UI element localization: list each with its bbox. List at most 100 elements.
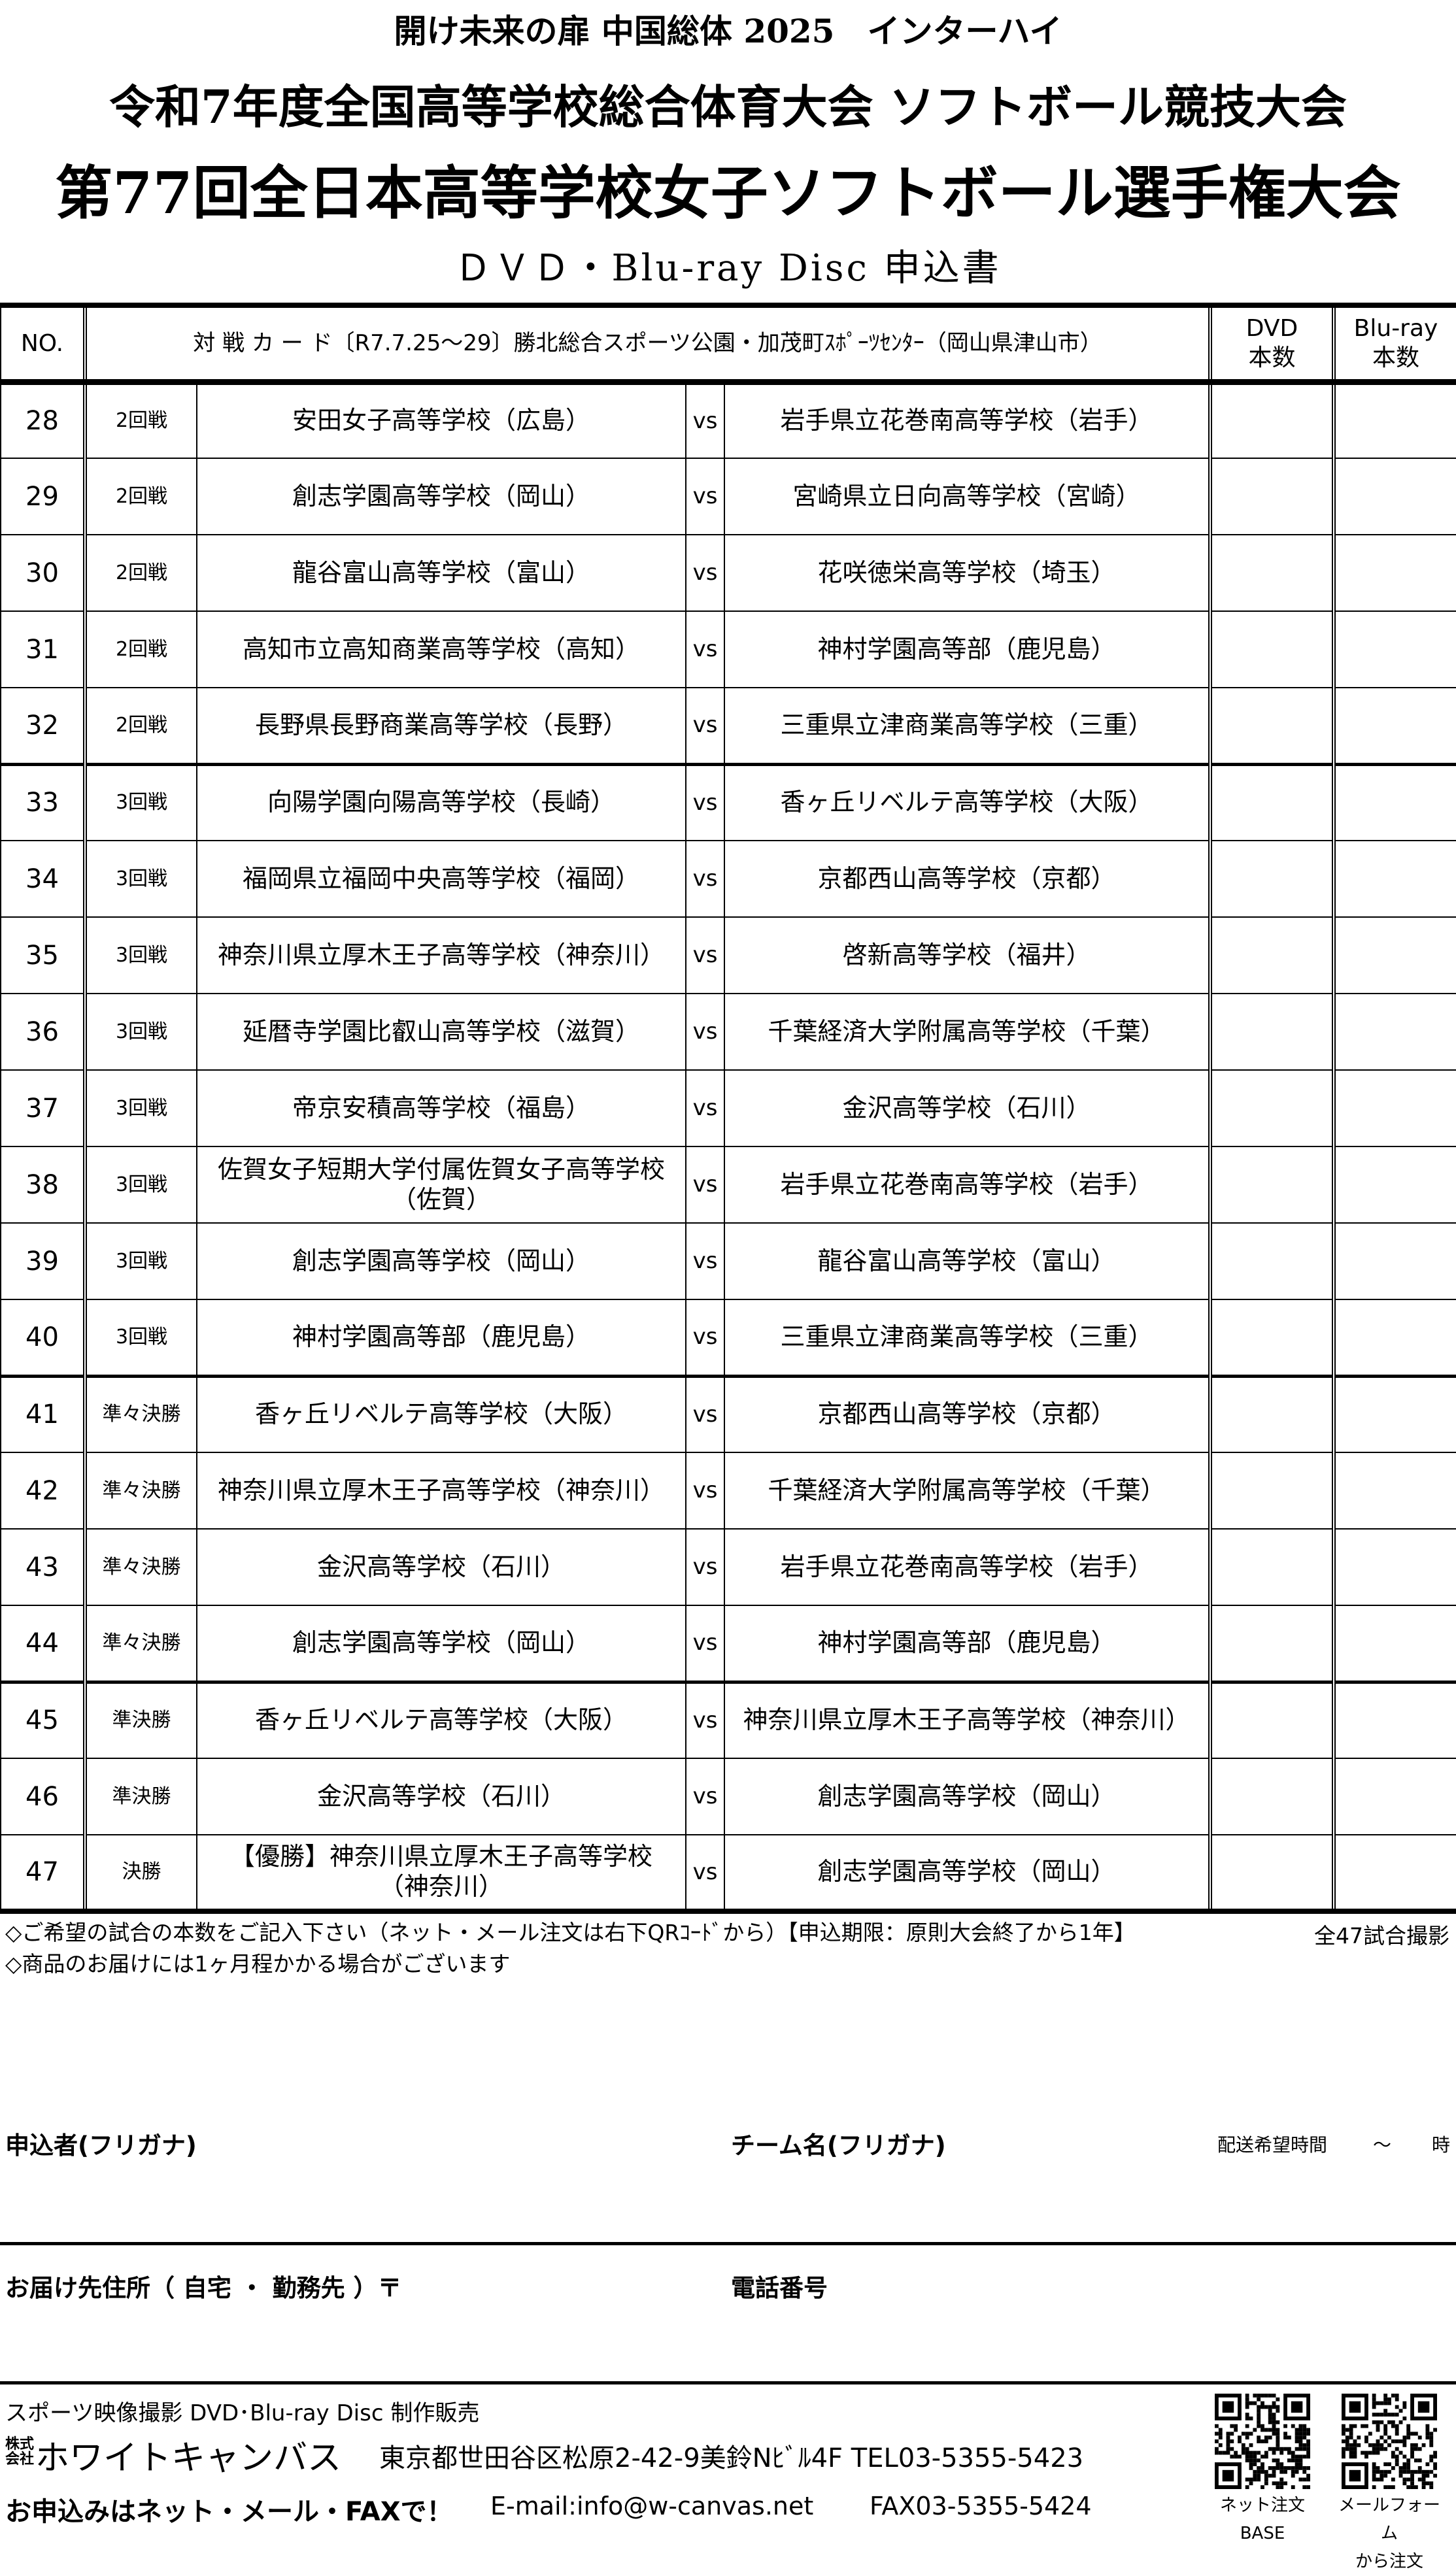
dvd-qty-field[interactable]	[1208, 534, 1335, 612]
dvd-qty-field[interactable]	[1208, 1452, 1335, 1530]
round-label: 準々決勝	[84, 1528, 197, 1606]
order-table: NO. 対 戦 カ ー ド〔R7.7.25～29〕勝北総合スポーツ公園・加茂町ｽ…	[0, 303, 1456, 1914]
bluray-qty-field[interactable]	[1332, 1299, 1456, 1378]
bluray-qty-field[interactable]	[1332, 534, 1456, 612]
bluray-qty-field[interactable]	[1332, 687, 1456, 766]
round-label: 準々決勝	[84, 1452, 197, 1530]
bluray-qty-field[interactable]	[1332, 840, 1456, 918]
championship-title: 第77回全日本高等学校女子ソフトボール選手権大会	[55, 159, 1401, 227]
dvd-qty-field[interactable]	[1208, 1681, 1335, 1759]
table-row: 46 準決勝 金沢高等学校（石川） vs 創志学園高等学校（岡山）	[0, 1758, 1456, 1835]
dvd-qty-field[interactable]	[1208, 840, 1335, 918]
table-row: 36 3回戦 延暦寺学園比叡山高等学校（滋賀） vs 千葉経済大学附属高等学校（千葉）	[0, 993, 1456, 1071]
dvd-qty-field[interactable]	[1208, 1834, 1335, 1912]
bluray-qty-field[interactable]	[1332, 763, 1456, 841]
match-number: 45	[0, 1681, 87, 1759]
team-1: 金沢高等学校（石川）	[196, 1758, 686, 1835]
dvd-qty-field[interactable]	[1208, 1069, 1335, 1147]
dvd-qty-field[interactable]	[1208, 916, 1335, 994]
team-1: 神奈川県立厚木王子高等学校（神奈川）	[196, 1452, 686, 1530]
dvd-qty-field[interactable]	[1208, 611, 1335, 688]
dvd-qty-field[interactable]	[1208, 1375, 1335, 1453]
round-label: 3回戦	[84, 763, 197, 841]
table-row: 37 3回戦 帝京安積高等学校（福島） vs 金沢高等学校（石川）	[0, 1069, 1456, 1147]
round-label: 3回戦	[84, 916, 197, 994]
vs-label: vs	[685, 1452, 725, 1530]
bluray-qty-field[interactable]	[1332, 1681, 1456, 1759]
match-number: 28	[0, 381, 87, 459]
dvd-qty-field[interactable]	[1208, 763, 1335, 841]
round-label: 準々決勝	[84, 1375, 197, 1453]
team-1: 【優勝】神奈川県立厚木王子高等学校 （神奈川）	[196, 1834, 686, 1912]
match-number: 34	[0, 840, 87, 918]
total-matches: 全47試合撮影	[1314, 1923, 1449, 1949]
phone-label: 電話番号	[731, 2274, 828, 2302]
dvd-qty-field[interactable]	[1208, 381, 1335, 459]
team-1: 神村学園高等部（鹿児島）	[196, 1299, 686, 1378]
bluray-qty-field[interactable]	[1332, 1375, 1456, 1453]
match-number: 30	[0, 534, 87, 612]
table-row: 38 3回戦 佐賀女子短期大学付属佐賀女子高等学校 （佐賀） vs 岩手県立花巻南高等学…	[0, 1146, 1456, 1224]
vs-label: vs	[685, 381, 725, 459]
team-2: 神村学園高等部（鹿児島）	[723, 1605, 1211, 1684]
qr-code-base[interactable]	[1215, 2394, 1310, 2489]
dvd-qty-field[interactable]	[1208, 1222, 1335, 1300]
match-number: 46	[0, 1758, 87, 1835]
round-label: 2回戦	[84, 381, 197, 459]
vs-label: vs	[685, 1758, 725, 1835]
round-label: 3回戦	[84, 840, 197, 918]
bluray-qty-field[interactable]	[1332, 993, 1456, 1071]
dvd-qty-field[interactable]	[1208, 1528, 1335, 1606]
bluray-qty-field[interactable]	[1332, 1528, 1456, 1606]
table-row: 30 2回戦 龍谷富山高等学校（富山） vs 花咲徳栄高等学校（埼玉）	[0, 534, 1456, 612]
table-row: 45 準決勝 香ヶ丘リベルテ高等学校（大阪） vs 神奈川県立厚木王子高等学校（神奈川）	[0, 1681, 1456, 1759]
team-name-label: チーム名(フリガナ)	[731, 2132, 946, 2160]
dvd-qty-field[interactable]	[1208, 1299, 1335, 1378]
bluray-qty-field[interactable]	[1332, 1834, 1456, 1912]
company-name: ホワイトキャンバス	[35, 2439, 342, 2478]
match-number: 41	[0, 1375, 87, 1453]
team-2: 啓新高等学校（福井）	[723, 916, 1211, 994]
vs-label: vs	[685, 763, 725, 841]
table-row: 41 準々決勝 香ヶ丘リベルテ高等学校（大阪） vs 京都西山高等学校（京都）	[0, 1375, 1456, 1453]
dvd-qty-field[interactable]	[1208, 687, 1335, 766]
team-2: 創志学園高等学校（岡山）	[723, 1834, 1211, 1912]
bluray-qty-field[interactable]	[1332, 458, 1456, 535]
bluray-qty-field[interactable]	[1332, 1146, 1456, 1224]
dvd-qty-field[interactable]	[1208, 993, 1335, 1071]
round-label: 準決勝	[84, 1681, 197, 1759]
bluray-qty-field[interactable]	[1332, 1758, 1456, 1835]
team-2: 香ヶ丘リベルテ高等学校（大阪）	[723, 763, 1211, 841]
company-prefix: 株式 会社	[5, 2436, 35, 2468]
qr-code-mailform[interactable]	[1342, 2394, 1437, 2489]
bluray-qty-field[interactable]	[1332, 611, 1456, 688]
dvd-qty-field[interactable]	[1208, 458, 1335, 535]
team-1: 安田女子高等学校（広島）	[196, 381, 686, 459]
vs-label: vs	[685, 687, 725, 766]
vs-label: vs	[685, 1222, 725, 1300]
team-2: 千葉経済大学附属高等学校（千葉）	[723, 1452, 1211, 1530]
team-2: 金沢高等学校（石川）	[723, 1069, 1211, 1147]
email-link[interactable]: E-mail:info@w-canvas.net	[490, 2492, 814, 2520]
note-delivery: ◇商品のお届けには1ヶ月程かかる場合がございます	[5, 1951, 511, 1977]
bluray-qty-field[interactable]	[1332, 1222, 1456, 1300]
team-1: 香ヶ丘リベルテ高等学校（大阪）	[196, 1681, 686, 1759]
dvd-qty-field[interactable]	[1208, 1758, 1335, 1835]
bluray-qty-field[interactable]	[1332, 1452, 1456, 1530]
event-slogan: 開け未来の扉 中国総体 2025 インターハイ	[394, 12, 1062, 50]
dvd-qty-field[interactable]	[1208, 1146, 1335, 1224]
bluray-qty-field[interactable]	[1332, 916, 1456, 994]
team-1: 佐賀女子短期大学付属佐賀女子高等学校 （佐賀）	[196, 1146, 686, 1224]
match-number: 29	[0, 458, 87, 535]
bluray-qty-field[interactable]	[1332, 1069, 1456, 1147]
match-number: 33	[0, 763, 87, 841]
vs-label: vs	[685, 458, 725, 535]
round-label: 2回戦	[84, 687, 197, 766]
round-label: 3回戦	[84, 1222, 197, 1300]
team-2: 三重県立津商業高等学校（三重）	[723, 687, 1211, 766]
bluray-qty-field[interactable]	[1332, 1605, 1456, 1684]
event-title: 令和7年度全国高等学校総合体育大会 ソフトボール競技大会	[109, 80, 1347, 134]
bluray-qty-field[interactable]	[1332, 381, 1456, 459]
dvd-qty-field[interactable]	[1208, 1605, 1335, 1684]
match-number: 40	[0, 1299, 87, 1378]
